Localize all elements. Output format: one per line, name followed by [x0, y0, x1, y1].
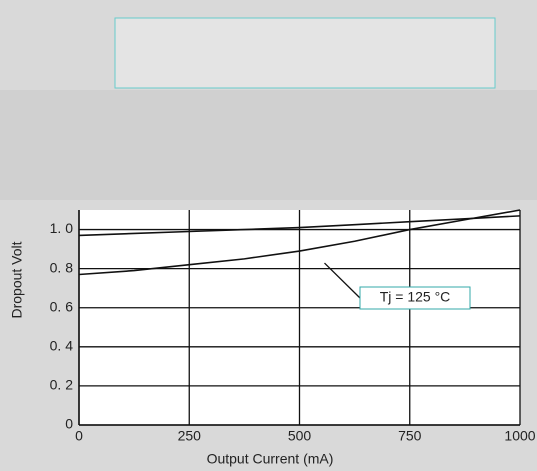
annotation-arrow — [324, 262, 361, 299]
garbled-region — [0, 90, 537, 200]
garbled-region — [114, 17, 496, 89]
y-axis-label: Dropout Volt — [9, 241, 25, 318]
annotation-text: Tj = 125 °C — [380, 289, 451, 305]
x-tick-label: 750 — [398, 428, 422, 444]
y-tick-label: 0. 2 — [50, 377, 74, 393]
x-axis-label: Output Current (mA) — [207, 451, 334, 467]
x-tick-label: 1000 — [504, 428, 535, 444]
y-tick-label: 0. 4 — [50, 338, 74, 354]
y-tick-label: 0. 6 — [50, 298, 74, 314]
data-line — [78, 209, 521, 276]
annotation-box — [359, 286, 471, 310]
data-line — [78, 215, 521, 237]
y-tick-label: 1. 0 — [50, 220, 74, 236]
y-tick-label: 0. 8 — [50, 259, 74, 275]
x-tick-label: 250 — [178, 428, 202, 444]
y-tick-label: 0 — [65, 416, 73, 432]
x-tick-label: 0 — [75, 428, 83, 444]
x-tick-label: 500 — [288, 428, 312, 444]
